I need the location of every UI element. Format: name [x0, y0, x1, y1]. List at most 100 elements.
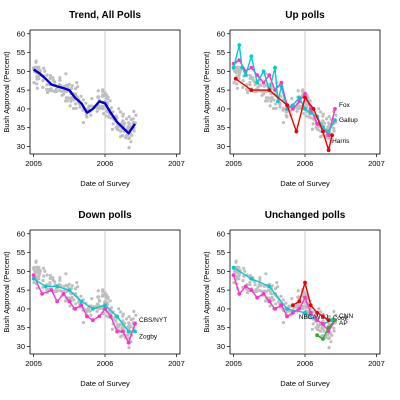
background-poll-point	[269, 99, 273, 103]
x-tick-label: 2005	[25, 159, 42, 168]
y-tick-label: 30	[217, 142, 225, 151]
background-poll-point	[51, 278, 55, 282]
series-point	[55, 299, 59, 304]
background-poll-point	[96, 95, 100, 99]
background-poll-point	[241, 85, 245, 89]
background-poll-point	[79, 294, 83, 298]
background-poll-point	[273, 287, 278, 291]
background-poll-point	[59, 284, 63, 288]
background-poll-point	[232, 281, 236, 285]
background-poll-point	[58, 278, 62, 282]
x-tick-label: 2007	[168, 159, 185, 168]
background-poll-point	[248, 273, 252, 278]
background-poll-point	[308, 99, 312, 103]
background-poll-point	[35, 286, 40, 290]
background-poll-point	[109, 306, 113, 310]
background-poll-point	[295, 109, 299, 113]
background-poll-point	[67, 96, 71, 100]
background-poll-point	[243, 269, 247, 273]
background-poll-point	[35, 86, 40, 90]
background-poll-point	[322, 329, 326, 333]
background-poll-point	[281, 298, 285, 302]
background-poll-point	[104, 114, 108, 118]
series-point	[326, 325, 331, 330]
background-poll-point	[121, 119, 125, 123]
background-poll-point	[48, 273, 53, 278]
background-poll-point	[124, 136, 128, 140]
background-poll-point	[109, 106, 113, 110]
background-poll-point	[90, 297, 94, 301]
background-poll-point	[127, 321, 131, 325]
background-poll-point	[134, 313, 138, 317]
series-point	[291, 303, 295, 308]
background-poll-point	[51, 76, 55, 80]
series-point	[321, 322, 325, 326]
background-poll-point	[259, 289, 264, 293]
background-poll-point	[59, 89, 64, 93]
background-poll-point	[47, 87, 51, 92]
background-poll-point	[129, 325, 133, 329]
background-poll-point	[34, 260, 38, 264]
background-poll-point	[43, 269, 47, 273]
background-poll-point	[278, 102, 282, 107]
x-tick-label: 2006	[97, 159, 114, 168]
panel-title: Down polls	[78, 210, 132, 221]
trend-line	[32, 68, 136, 135]
background-poll-point	[106, 295, 110, 299]
series-point	[108, 314, 113, 319]
background-poll-point	[326, 333, 330, 337]
background-poll-point	[260, 93, 264, 97]
background-poll-point	[327, 121, 331, 125]
background-poll-point	[105, 293, 109, 297]
background-poll-point	[37, 272, 41, 276]
background-poll-point	[89, 313, 93, 317]
background-poll-point	[242, 266, 246, 270]
series-point	[103, 307, 107, 311]
series-point	[231, 65, 236, 70]
background-poll-point	[270, 284, 274, 288]
background-poll-point	[69, 86, 73, 90]
background-poll-point	[251, 76, 255, 80]
series-point	[249, 54, 254, 59]
x-tick-label: 2006	[297, 359, 314, 368]
background-poll-point	[332, 309, 336, 314]
y-tick-label: 30	[217, 342, 225, 351]
series-label: CBS/NYT	[139, 317, 167, 324]
series-point	[273, 88, 277, 92]
background-poll-point	[51, 276, 55, 280]
series-point	[303, 92, 307, 96]
background-poll-point	[296, 89, 300, 93]
series-point	[231, 265, 236, 270]
background-poll-point	[35, 66, 40, 71]
background-poll-point	[268, 104, 272, 108]
background-poll-point	[279, 94, 283, 98]
background-poll-point	[105, 109, 109, 113]
series-point	[67, 299, 72, 304]
series-point	[115, 329, 119, 334]
background-poll-point	[307, 115, 311, 119]
background-poll-point	[108, 299, 112, 303]
background-poll-point	[106, 95, 110, 99]
background-poll-point	[129, 317, 133, 322]
background-poll-point	[76, 285, 80, 289]
x-tick-label: 2005	[225, 359, 242, 368]
series-point	[291, 103, 295, 108]
background-poll-point	[100, 104, 104, 108]
background-poll-point	[127, 136, 131, 140]
series-point	[308, 310, 313, 315]
background-poll-point	[77, 300, 81, 304]
background-poll-point	[89, 113, 93, 117]
background-poll-point	[70, 84, 74, 88]
background-poll-point	[278, 105, 282, 109]
background-poll-point	[104, 314, 108, 318]
series-line-zogby	[33, 278, 135, 333]
series-point	[91, 318, 95, 323]
y-tick-label: 45	[217, 286, 225, 295]
background-poll-point	[232, 81, 236, 85]
background-poll-point	[121, 312, 125, 316]
background-poll-point	[301, 88, 305, 92]
background-poll-point	[304, 114, 308, 118]
background-poll-point	[319, 110, 323, 114]
background-poll-point	[268, 304, 272, 308]
series-point	[303, 107, 307, 111]
